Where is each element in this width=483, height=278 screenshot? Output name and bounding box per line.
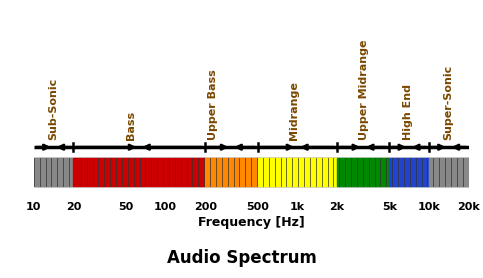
Text: Sub-Sonic: Sub-Sonic xyxy=(48,78,58,140)
Bar xyxy=(34,158,73,186)
X-axis label: Frequency [Hz]: Frequency [Hz] xyxy=(198,216,305,229)
Text: Midrange: Midrange xyxy=(289,81,299,140)
Text: Upper Bass: Upper Bass xyxy=(208,70,218,140)
Bar xyxy=(337,158,389,186)
Bar xyxy=(205,158,257,186)
Text: High End: High End xyxy=(403,84,413,140)
Bar xyxy=(429,158,469,186)
Bar xyxy=(257,158,337,186)
Text: Bass: Bass xyxy=(127,111,136,140)
Bar xyxy=(34,158,469,186)
Text: Upper Midrange: Upper Midrange xyxy=(359,40,369,140)
Bar xyxy=(73,158,205,186)
Text: Audio Spectrum: Audio Spectrum xyxy=(167,249,316,267)
Bar xyxy=(389,158,429,186)
Text: Super-Sonic: Super-Sonic xyxy=(443,65,453,140)
